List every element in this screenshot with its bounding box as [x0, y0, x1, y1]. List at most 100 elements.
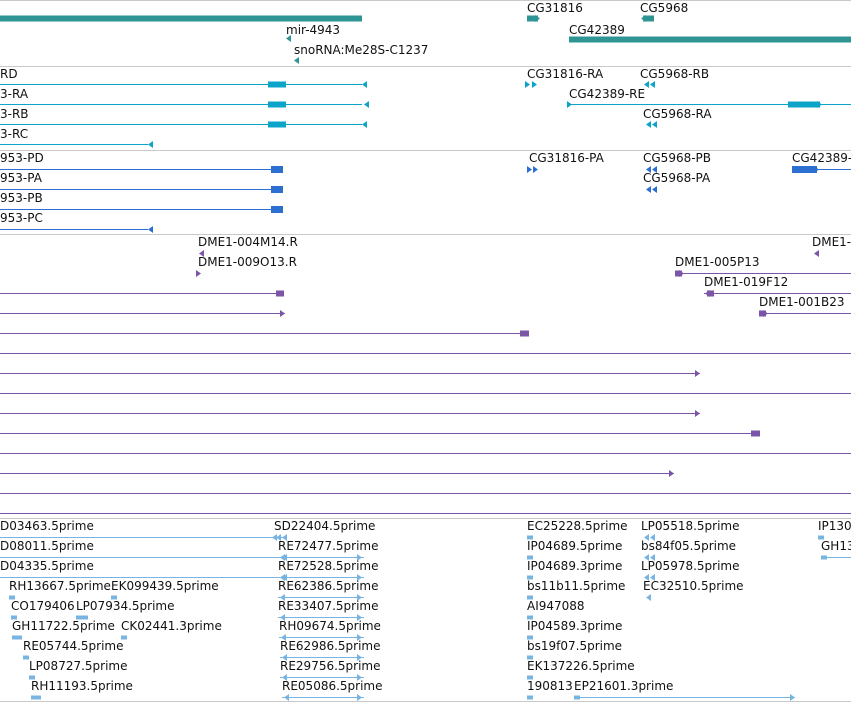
ests-feature[interactable]: EK137226.5prime [527, 659, 635, 680]
feature-label[interactable]: LP08727.5prime [29, 659, 128, 673]
clones-feature[interactable]: DME1-001B23 [759, 295, 851, 317]
feature-label[interactable]: RE29756.5prime [280, 659, 381, 673]
ests-feature[interactable]: CK02441.3prime [121, 619, 222, 640]
feature-label[interactable]: DME1-004M14.R [198, 235, 298, 249]
protein-feature[interactable]: CG5968-PB [643, 151, 711, 173]
feature-label[interactable]: EC32510.5prime [643, 579, 744, 593]
gene-track[interactable]: mir-4943 snoRNA:Me28S-C1237 CG31816 CG5968 C… [0, 0, 851, 66]
feature-label[interactable]: IP04589.3prime [527, 619, 622, 633]
feature-label[interactable]: CO179406 [11, 599, 75, 613]
protein-feature[interactable]: 953-PA [0, 171, 283, 193]
feature-label[interactable]: CG5968 [640, 1, 688, 15]
feature-label[interactable]: RD [0, 67, 18, 81]
clones-feature[interactable]: DME1-005P13 [675, 255, 851, 277]
ests-feature[interactable]: LP05978.5prime [641, 559, 740, 581]
feature-label[interactable]: EC25228.5prime [527, 519, 628, 533]
feature-label[interactable]: GH13 [821, 539, 851, 553]
feature-label[interactable]: IP130 [818, 519, 851, 533]
feature-label[interactable]: RE62386.5prime [278, 579, 379, 593]
clones-feature[interactable]: DME1- [812, 235, 851, 257]
clones-feature[interactable]: DME1-004M14.R [198, 235, 298, 257]
ests-feature[interactable]: 190813 [527, 679, 573, 700]
clones-feature[interactable] [0, 430, 760, 437]
ests-feature[interactable]: EC32510.5prime [643, 579, 744, 601]
feature-label[interactable]: D08011.5prime [0, 539, 94, 553]
feature-label[interactable]: DME1-005P13 [675, 255, 760, 269]
mrna-feature[interactable]: CG42389-RE [567, 87, 851, 108]
mrna-feature[interactable]: 3-RA [0, 87, 369, 108]
mrna-feature[interactable]: 3-RB [0, 107, 367, 128]
feature-label[interactable]: CG31816-RA [527, 67, 604, 81]
feature-label[interactable]: RE05744.5prime [23, 639, 124, 653]
feature-label[interactable]: DME1-001B23 [759, 295, 845, 309]
feature-label[interactable]: 953-PD [0, 151, 44, 165]
genes-feature[interactable]: CG5968 [640, 1, 688, 22]
ests-feature[interactable]: AI947088 [527, 599, 585, 620]
feature-label[interactable]: EK137226.5prime [527, 659, 635, 673]
ests-feature[interactable]: RE33407.5prime [278, 599, 379, 621]
ests-feature[interactable]: SD22404.5prime [274, 519, 375, 541]
genes-feature[interactable]: snoRNA:Me28S-C1237 [294, 43, 428, 64]
feature-label[interactable]: D03463.5prime [0, 519, 94, 533]
feature-label[interactable]: IP04689.5prime [527, 539, 622, 553]
feature-label[interactable]: RH11193.5prime [31, 679, 133, 693]
clones-feature[interactable] [0, 370, 700, 377]
genes-feature[interactable]: CG31816 [527, 1, 583, 22]
feature-label[interactable]: bs19f07.5prime [527, 639, 622, 653]
feature-label[interactable]: mir-4943 [286, 23, 340, 37]
feature-label[interactable]: CG31816 [527, 1, 583, 15]
ests-feature[interactable]: EK099439.5prime [111, 579, 219, 600]
feature-label[interactable]: EP21601.3prime [574, 679, 673, 693]
ests-feature[interactable]: RE62386.5prime [278, 579, 379, 601]
clones-feature[interactable] [0, 330, 529, 337]
mrna-track[interactable]: RD 3-RA 3-RB 3-RC CG31816-RA CG5968-RB CG42389… [0, 0, 851, 150]
mrna-feature[interactable]: 3-RC [0, 127, 153, 148]
ests-feature[interactable]: IP04689.5prime [527, 539, 622, 560]
genes-feature[interactable]: CG42389 [569, 23, 851, 43]
feature-label[interactable]: RE72528.5prime [278, 559, 379, 573]
protein-feature[interactable]: CG5968-PA [643, 171, 711, 193]
feature-label[interactable]: AI947088 [527, 599, 585, 613]
feature-label[interactable]: CK02441.3prime [121, 619, 222, 633]
ests-feature[interactable]: LP05518.5prime [641, 519, 740, 541]
protein-feature[interactable]: CG42389- [792, 151, 851, 173]
feature-label[interactable]: RH13667.5prime [9, 579, 111, 593]
ests-feature[interactable]: LP08727.5prime [29, 659, 128, 680]
feature-label[interactable]: EK099439.5prime [111, 579, 219, 593]
ests-feature[interactable]: RH09674.5prime [279, 619, 381, 641]
ests-feature[interactable]: RE29756.5prime [280, 659, 381, 681]
ests-feature[interactable]: GH13 [821, 539, 851, 560]
feature-label[interactable]: CG5968-PA [643, 171, 711, 185]
feature-label[interactable]: 3-RA [0, 87, 29, 101]
feature-label[interactable]: LP07934.5prime [76, 599, 175, 613]
feature-label[interactable]: 953-PC [0, 211, 43, 225]
feature-label[interactable]: 953-PA [0, 171, 43, 185]
ests-feature[interactable]: RE05744.5prime [23, 639, 124, 660]
feature-label[interactable]: 3-RB [0, 107, 29, 121]
feature-label[interactable]: RE05086.5prime [282, 679, 383, 693]
ests-feature[interactable]: GH11722.5prime [12, 619, 115, 640]
feature-label[interactable]: bs11b11.5prime [527, 579, 625, 593]
feature-label[interactable]: DME1-009O13.R [198, 255, 297, 269]
protein-feature[interactable]: 953-PB [0, 191, 283, 213]
feature-label[interactable]: RE72477.5prime [278, 539, 379, 553]
ests-feature[interactable]: IP04589.3prime [527, 619, 622, 640]
feature-label[interactable]: LP05518.5prime [641, 519, 740, 533]
clones-feature[interactable] [0, 410, 700, 417]
ests-feature[interactable]: RE62986.5prime [280, 639, 381, 661]
feature-label[interactable]: CG42389-RE [569, 87, 645, 101]
protein-track[interactable]: 953-PD 953-PA 953-PB 953-PC CG31816-PA CG5968… [0, 0, 851, 234]
ests-feature[interactable]: IP04689.3prime [527, 559, 622, 580]
clones-feature[interactable] [0, 290, 284, 297]
ests-feature[interactable]: RE05086.5prime [282, 679, 383, 701]
ests-feature[interactable]: EC25228.5prime [527, 519, 628, 540]
feature-label[interactable]: RE62986.5prime [280, 639, 381, 653]
feature-label[interactable]: CG42389- [792, 151, 851, 165]
ests-feature[interactable]: D03463.5prime [0, 519, 287, 541]
clones-feature[interactable] [0, 470, 674, 477]
feature-label[interactable]: snoRNA:Me28S-C1237 [294, 43, 428, 57]
protein-feature[interactable]: CG31816-PA [527, 151, 605, 173]
ests-feature[interactable]: IP130 [818, 519, 851, 540]
